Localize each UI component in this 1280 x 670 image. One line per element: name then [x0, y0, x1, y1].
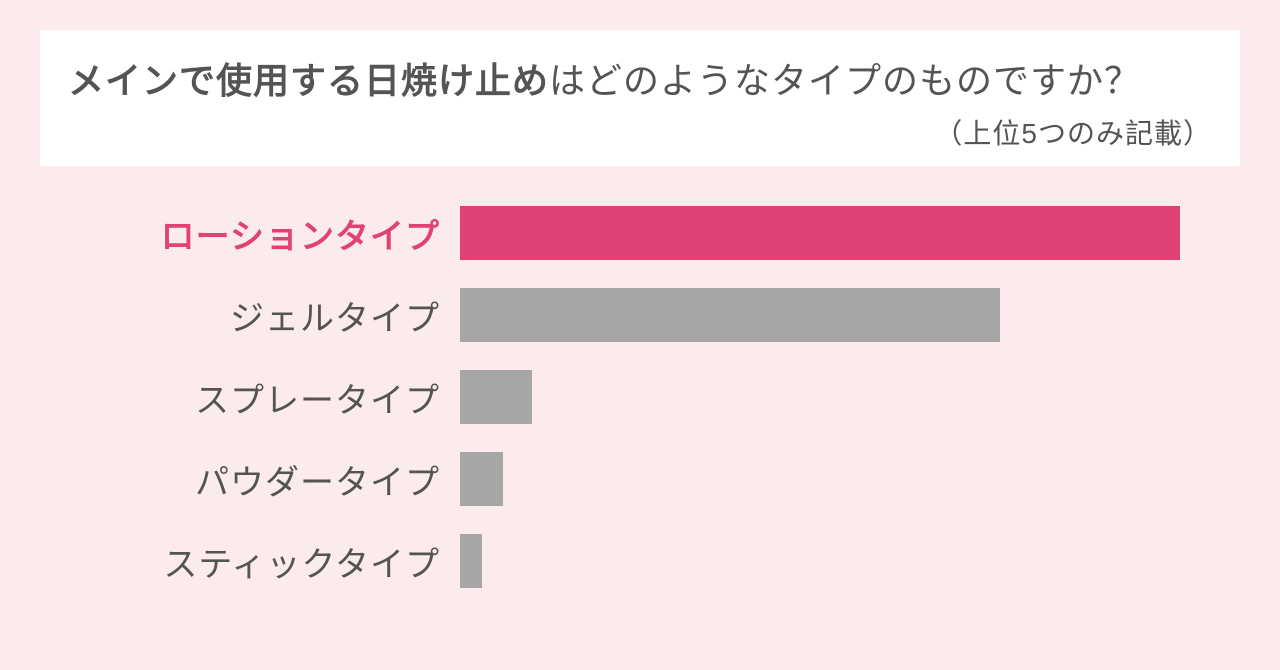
bar-track [460, 370, 1180, 424]
title-rest-part: はどのようなタイプのものですか？ [549, 60, 1141, 101]
bar-fill [460, 370, 532, 424]
chart-title: メインで使用する日焼け止めはどのようなタイプのものですか？ [68, 52, 1212, 104]
bar-track [460, 452, 1180, 506]
chart-subtitle: （上位5つのみ記載） [68, 112, 1212, 152]
bar-track [460, 206, 1180, 260]
bar-row: スプレータイプ [100, 370, 1180, 424]
title-card: メインで使用する日焼け止めはどのようなタイプのものですか？ （上位5つのみ記載） [40, 30, 1240, 166]
bar-fill [460, 534, 482, 588]
bar-track [460, 288, 1180, 342]
bar-row: ローションタイプ [100, 206, 1180, 260]
bar-chart: ローションタイプジェルタイプスプレータイプパウダータイプスティックタイプ [40, 206, 1240, 588]
title-bold-part: メインで使用する日焼け止め [68, 60, 549, 101]
bar-row: ジェルタイプ [100, 288, 1180, 342]
bar-track [460, 534, 1180, 588]
bar-fill [460, 288, 1000, 342]
bar-label: ローションタイプ [100, 209, 460, 258]
bar-label: パウダータイプ [100, 455, 460, 504]
bar-fill [460, 452, 503, 506]
bar-fill [460, 206, 1180, 260]
bar-label: ジェルタイプ [100, 291, 460, 340]
bar-label: スティックタイプ [100, 537, 460, 586]
bar-row: パウダータイプ [100, 452, 1180, 506]
bar-row: スティックタイプ [100, 534, 1180, 588]
bar-label: スプレータイプ [100, 373, 460, 422]
